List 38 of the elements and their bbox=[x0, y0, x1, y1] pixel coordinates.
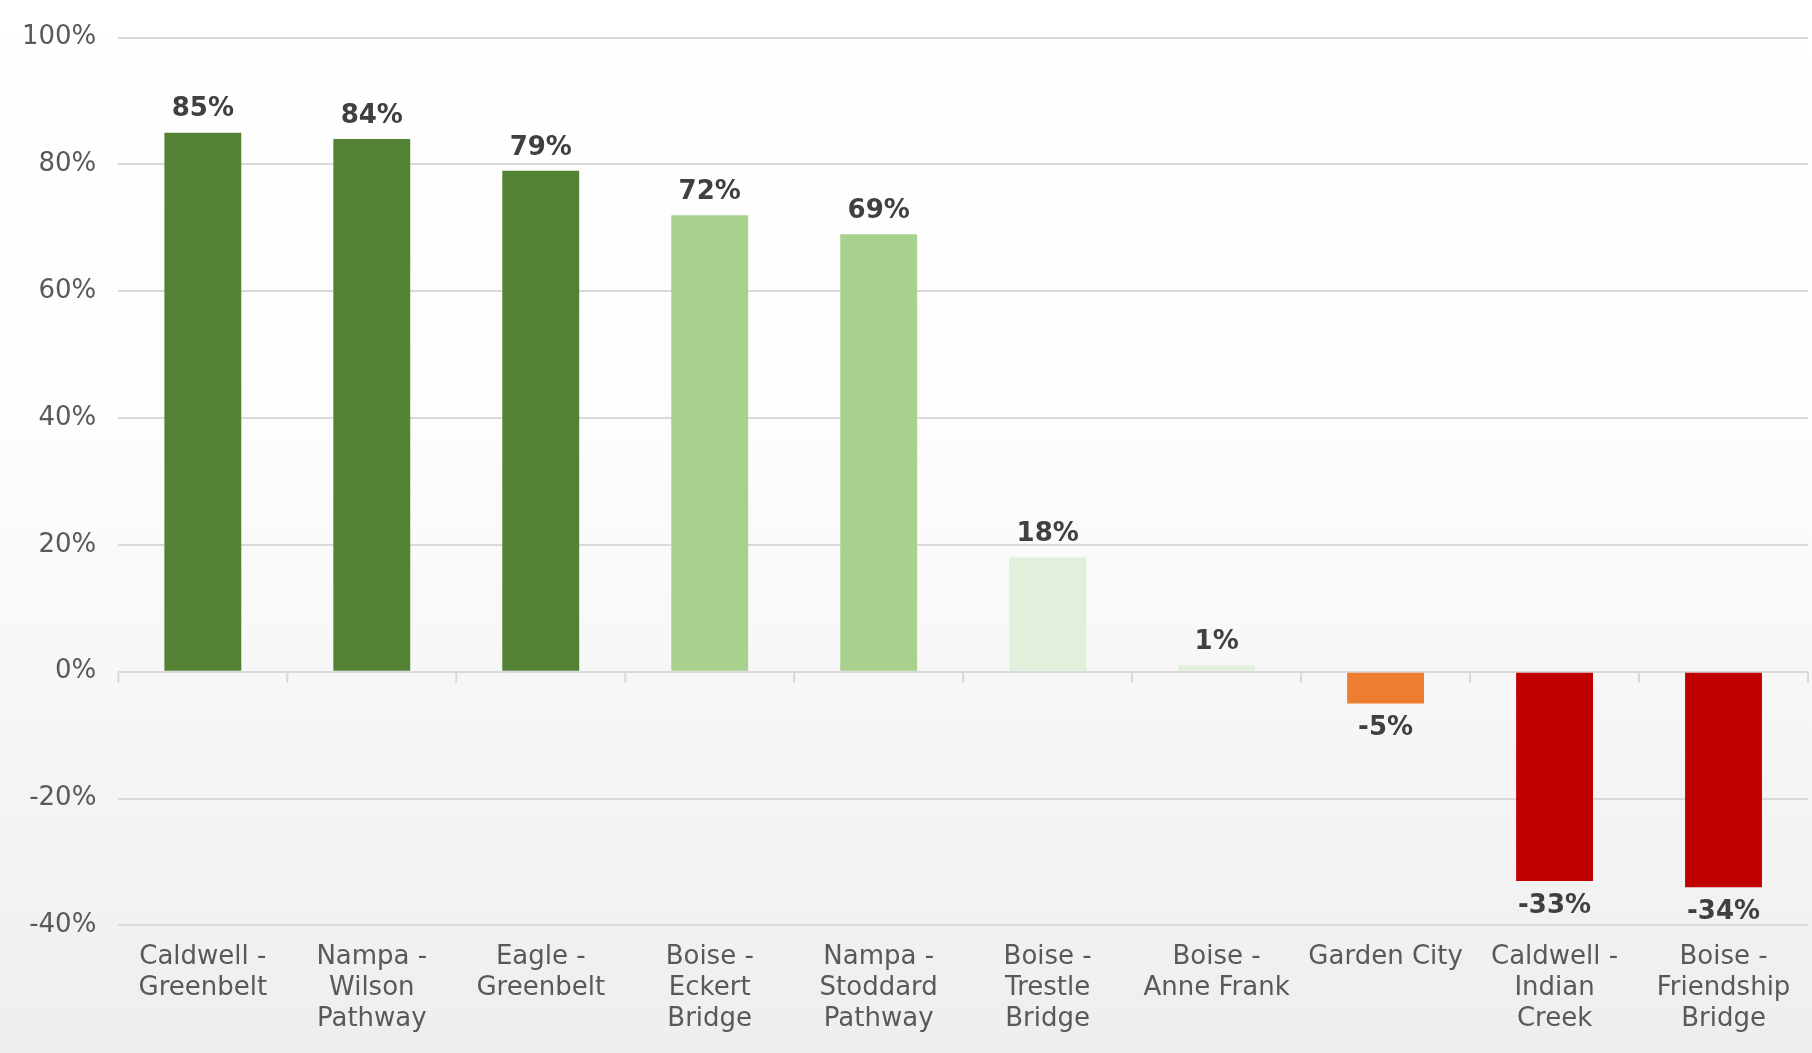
y-tick-label: 80% bbox=[38, 147, 97, 178]
data-label: -34% bbox=[1687, 895, 1761, 926]
x-tick-label: Caldwell - Greenbelt bbox=[138, 939, 268, 1001]
bar bbox=[1685, 672, 1762, 888]
y-tick-label: 0% bbox=[55, 654, 97, 685]
data-label: 84% bbox=[340, 98, 403, 129]
x-tick-label: Garden City bbox=[1308, 939, 1463, 970]
x-tick-label: Boise - Anne Frank bbox=[1143, 939, 1290, 1001]
x-tick-label: Caldwell - Indian Creek bbox=[1490, 939, 1619, 1033]
y-tick-label: 100% bbox=[21, 20, 97, 51]
bar bbox=[1178, 665, 1256, 671]
x-tick-label: Boise - Trestle Bridge bbox=[1003, 939, 1092, 1033]
data-label: 79% bbox=[509, 130, 572, 161]
bar bbox=[1347, 672, 1425, 704]
bar bbox=[1009, 557, 1087, 671]
bar bbox=[164, 132, 242, 671]
bar bbox=[502, 170, 580, 671]
data-label: 69% bbox=[847, 193, 910, 224]
y-tick-label: 60% bbox=[38, 274, 97, 305]
y-tick-label: 20% bbox=[38, 527, 97, 558]
data-label: 18% bbox=[1016, 517, 1079, 548]
x-tick-label: Eagle - Greenbelt bbox=[476, 939, 606, 1001]
bar bbox=[671, 215, 749, 671]
bar bbox=[840, 234, 918, 671]
x-tick-label: Nampa - Wilson Pathway bbox=[316, 939, 428, 1033]
x-tick-label: Boise - Eckert Bridge bbox=[665, 939, 754, 1033]
data-label: -5% bbox=[1358, 711, 1414, 742]
data-label: 1% bbox=[1194, 625, 1239, 656]
x-tick-label: Nampa - Stoddard Pathway bbox=[819, 939, 938, 1033]
data-label: -33% bbox=[1518, 888, 1592, 919]
bar bbox=[333, 139, 411, 671]
bar bbox=[1516, 672, 1593, 882]
y-tick-label: -40% bbox=[29, 908, 97, 939]
data-label: 72% bbox=[678, 174, 741, 205]
data-label: 85% bbox=[171, 92, 234, 123]
y-tick-label: 40% bbox=[38, 400, 97, 431]
y-tick-label: -20% bbox=[29, 781, 97, 812]
x-tick-label: Boise - Friendship Bridge bbox=[1656, 939, 1791, 1033]
